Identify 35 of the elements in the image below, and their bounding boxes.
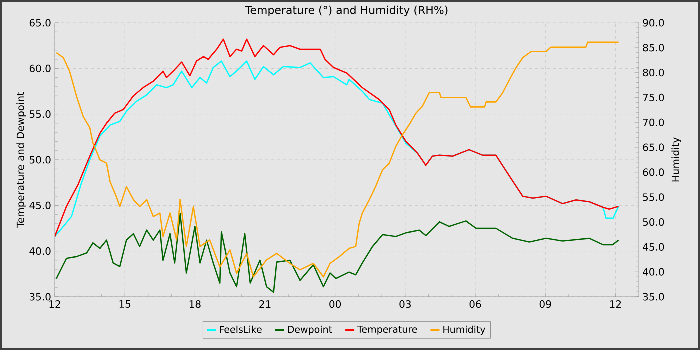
x-tick-label: 12	[610, 300, 622, 308]
y-axis-title: Temperature and Dewpoint	[16, 92, 26, 228]
y2-tick-label: 75.0	[643, 94, 664, 102]
y-tick-label: 35.0	[30, 293, 51, 301]
y2-tick-label: 50.0	[643, 218, 664, 226]
y-tick-label: 45.0	[30, 202, 51, 210]
x-tick-label: 06	[470, 300, 482, 308]
y2-tick-label: 70.0	[643, 118, 664, 126]
x-tick-label: 12	[50, 300, 60, 308]
y2-tick-label: 90.0	[643, 19, 664, 27]
x-tick-label: 18	[190, 300, 201, 308]
y2-tick-label: 35.0	[643, 293, 664, 301]
y2-tick-label: 55.0	[643, 194, 664, 202]
y2-tick-label: 40.0	[643, 268, 664, 276]
y-tick-label: 65.0	[30, 19, 51, 27]
legend-label: Humidity	[444, 326, 486, 336]
chart-title: Temperature (°) and Humidity (RH%)	[245, 6, 448, 16]
x-tick-label: 09	[540, 300, 552, 308]
y2-tick-label: 65.0	[643, 144, 664, 152]
y2-axis-title: Humidity	[672, 138, 682, 182]
y2-tick-label: 85.0	[643, 44, 664, 52]
y-tick-label: 50.0	[30, 156, 51, 164]
x-tick-label: 15	[120, 300, 131, 308]
y2-tick-label: 45.0	[643, 243, 664, 251]
x-tick-label: 21	[260, 300, 271, 308]
y2-tick-label: 80.0	[643, 69, 664, 77]
x-tick-label: 03	[400, 300, 411, 308]
y-tick-label: 40.0	[30, 248, 51, 256]
y-tick-label: 60.0	[30, 64, 51, 72]
x-tick-label: 00	[330, 300, 342, 308]
legend-label: Temperature	[358, 326, 418, 335]
legend-label: Dewpoint	[288, 326, 332, 336]
y2-tick-label: 60.0	[643, 168, 664, 176]
y-tick-label: 55.0	[30, 110, 51, 118]
legend-label: FeelsLike	[220, 326, 262, 334]
